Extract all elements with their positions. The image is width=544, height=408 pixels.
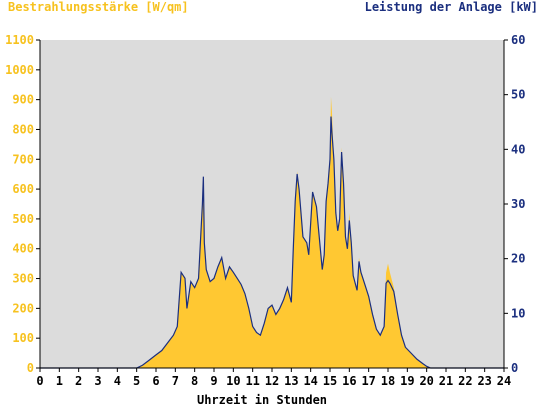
x-tick-label: 13 xyxy=(284,374,298,388)
x-tick-label: 11 xyxy=(245,374,259,388)
x-tick-label: 4 xyxy=(114,374,121,388)
x-tick-label: 10 xyxy=(226,374,240,388)
x-tick-label: 24 xyxy=(497,374,511,388)
left-tick-label: 700 xyxy=(12,152,34,166)
left-tick-label: 600 xyxy=(12,182,34,196)
power-line xyxy=(40,116,504,369)
x-tick-label: 8 xyxy=(191,374,198,388)
x-tick-label: 18 xyxy=(381,374,395,388)
right-tick-label: 50 xyxy=(511,88,525,102)
x-tick-label: 0 xyxy=(36,374,43,388)
left-tick-label: 300 xyxy=(12,272,34,286)
x-tick-label: 16 xyxy=(342,374,356,388)
left-tick-label: 0 xyxy=(27,361,34,375)
right-tick-label: 10 xyxy=(511,306,525,320)
left-tick-label: 100 xyxy=(12,331,34,345)
x-tick-label: 21 xyxy=(439,374,453,388)
x-tick-label: 1 xyxy=(56,374,63,388)
x-tick-label: 17 xyxy=(361,374,375,388)
x-tick-label: 20 xyxy=(419,374,433,388)
x-tick-label: 7 xyxy=(172,374,179,388)
x-tick-label: 14 xyxy=(303,374,317,388)
right-tick-label: 20 xyxy=(511,252,525,266)
left-tick-label: 400 xyxy=(12,242,34,256)
x-tick-label: 15 xyxy=(323,374,337,388)
left-tick-label: 900 xyxy=(12,93,34,107)
right-tick-label: 0 xyxy=(511,361,518,375)
x-tick-label: 3 xyxy=(94,374,101,388)
right-tick-label: 30 xyxy=(511,197,525,211)
left-tick-label: 1100 xyxy=(5,33,34,47)
left-tick-label: 1000 xyxy=(5,63,34,77)
x-tick-label: 2 xyxy=(75,374,82,388)
left-tick-label: 800 xyxy=(12,122,34,136)
x-tick-label: 19 xyxy=(400,374,414,388)
right-axis-title: Leistung der Anlage [kW] xyxy=(365,0,538,14)
x-tick-label: 12 xyxy=(265,374,279,388)
x-axis-label: Uhrzeit in Stunden xyxy=(197,393,327,407)
right-tick-label: 40 xyxy=(511,142,525,156)
right-tick-label: 60 xyxy=(511,33,525,47)
x-tick-label: 23 xyxy=(477,374,491,388)
x-tick-label: 9 xyxy=(210,374,217,388)
left-axis-title: Bestrahlungsstärke [W/qm] xyxy=(8,0,189,14)
axis-ticks: 0100200300400500600700800900100011000102… xyxy=(5,33,525,388)
x-tick-label: 6 xyxy=(152,374,159,388)
left-tick-label: 200 xyxy=(12,301,34,315)
irradiance-area xyxy=(40,96,504,369)
x-tick-label: 22 xyxy=(458,374,472,388)
left-tick-label: 500 xyxy=(12,212,34,226)
x-tick-label: 5 xyxy=(133,374,140,388)
